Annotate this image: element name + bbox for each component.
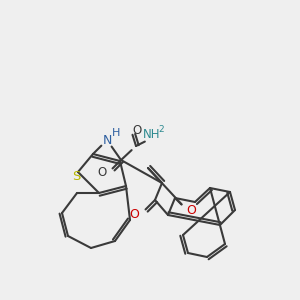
Text: O: O xyxy=(98,167,106,179)
Text: H: H xyxy=(112,128,120,138)
Text: O: O xyxy=(186,203,196,217)
Text: N: N xyxy=(102,134,112,146)
Text: NH: NH xyxy=(143,128,161,140)
Text: 2: 2 xyxy=(158,125,164,134)
Text: S: S xyxy=(72,170,80,184)
Text: O: O xyxy=(129,208,139,221)
Text: O: O xyxy=(132,124,142,137)
